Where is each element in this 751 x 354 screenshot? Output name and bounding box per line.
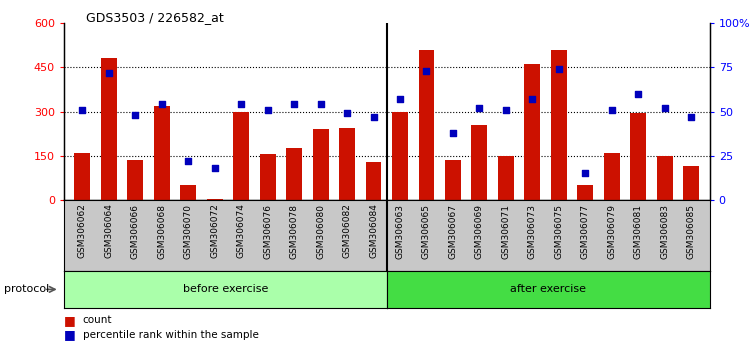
Text: GSM306084: GSM306084 [369,204,378,258]
Text: GSM306079: GSM306079 [608,204,617,258]
Bar [312,129,328,200]
Bar [551,50,567,200]
Bar [74,153,90,200]
Point [579,171,591,176]
Point [235,102,247,107]
Bar [445,160,461,200]
Text: percentile rank within the sample: percentile rank within the sample [83,330,258,339]
Point [367,114,379,120]
Point [447,130,459,136]
Bar [101,58,116,200]
Bar [154,105,170,200]
Text: GSM306076: GSM306076 [263,204,272,258]
Text: GSM306067: GSM306067 [448,204,457,258]
Point [685,114,697,120]
Text: GSM306068: GSM306068 [157,204,166,258]
Text: GSM306075: GSM306075 [554,204,563,258]
Point [394,96,406,102]
Text: GSM306063: GSM306063 [396,204,405,258]
Bar [207,199,222,200]
Point [261,107,273,113]
Text: GSM306082: GSM306082 [342,204,351,258]
Bar [418,50,434,200]
Point [129,112,141,118]
Point [473,105,485,111]
Bar [180,185,196,200]
Bar [524,64,540,200]
Point [341,110,353,116]
Bar [578,185,593,200]
Text: ■: ■ [64,328,76,341]
Text: ■: ■ [64,314,76,327]
Bar [683,166,699,200]
Point [315,102,327,107]
Text: GSM306064: GSM306064 [104,204,113,258]
Bar [128,160,143,200]
Bar [657,156,673,200]
Bar [366,162,382,200]
Point [182,158,195,164]
Bar [286,148,302,200]
Point [632,91,644,97]
Text: after exercise: after exercise [510,284,587,295]
Bar [234,112,249,200]
Point [288,102,300,107]
Bar [498,156,514,200]
Point [103,70,115,75]
Text: GSM306078: GSM306078 [290,204,299,258]
Point [553,66,565,72]
Point [526,96,538,102]
Text: count: count [83,315,112,325]
Point [421,68,433,74]
Bar [604,153,620,200]
Text: GSM306071: GSM306071 [502,204,511,258]
Text: GSM306081: GSM306081 [634,204,643,258]
Text: GSM306073: GSM306073 [528,204,537,258]
Point [209,165,221,171]
Text: protocol: protocol [4,284,49,295]
Text: GSM306070: GSM306070 [184,204,193,258]
Text: GSM306074: GSM306074 [237,204,246,258]
Text: GSM306065: GSM306065 [422,204,431,258]
Bar [630,113,646,200]
Text: GSM306069: GSM306069 [475,204,484,258]
Text: GSM306077: GSM306077 [581,204,590,258]
Text: GSM306066: GSM306066 [131,204,140,258]
Text: GSM306062: GSM306062 [78,204,87,258]
Point [77,107,89,113]
Bar [339,128,355,200]
Point [500,107,512,113]
Bar [472,125,487,200]
Text: GSM306085: GSM306085 [686,204,695,258]
Text: GDS3503 / 226582_at: GDS3503 / 226582_at [86,11,224,24]
Point [155,102,167,107]
Bar [260,154,276,200]
Text: GSM306083: GSM306083 [660,204,669,258]
Text: GSM306072: GSM306072 [210,204,219,258]
Point [659,105,671,111]
Text: GSM306080: GSM306080 [316,204,325,258]
Point [606,107,618,113]
Bar [392,112,408,200]
Text: before exercise: before exercise [182,284,268,295]
